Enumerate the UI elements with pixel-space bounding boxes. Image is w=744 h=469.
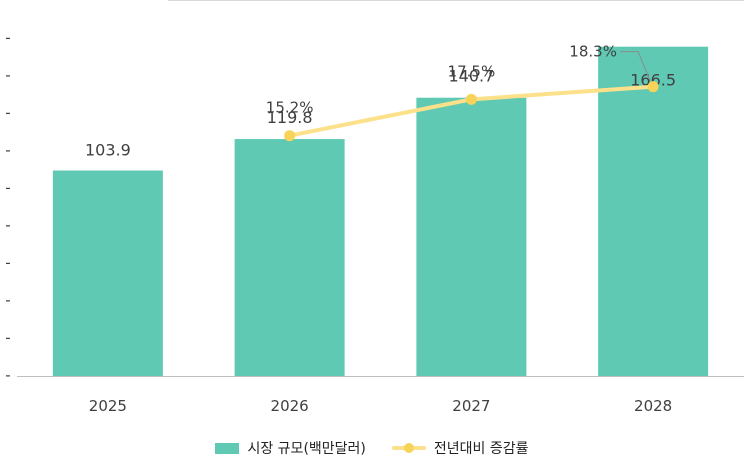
- bar: [416, 97, 527, 376]
- bar-value-label: 119.8: [267, 108, 313, 127]
- y-tick-label: -: [5, 141, 10, 159]
- rate-value-label: 18.3%: [569, 43, 617, 61]
- legend-line-label: 전년대비 증감률: [433, 441, 529, 457]
- y-tick-label: -: [5, 104, 10, 122]
- legend-line-swatch: [391, 442, 426, 454]
- x-axis-tick-labels: 2025 2026 2027 2028: [89, 397, 672, 415]
- legend-bar-swatch: [215, 442, 240, 454]
- legend-item-bar[interactable]: 시장 규모(백만달러): [215, 438, 366, 458]
- rate-value-label: 15.2%: [266, 99, 314, 117]
- y-axis-ticks: - - - - - - - - - -: [5, 29, 10, 384]
- y-tick-label: -: [5, 179, 10, 197]
- bar-value-label: 166.5: [630, 71, 676, 90]
- y-tick-label: -: [5, 366, 10, 384]
- bar-series: [52, 46, 709, 376]
- x-tick-label: 2028: [634, 397, 672, 415]
- bar: [598, 46, 709, 376]
- x-tick-label: 2025: [89, 397, 127, 415]
- bar-value-label: 103.9: [85, 141, 131, 160]
- y-tick-label: -: [5, 329, 10, 347]
- y-tick-label: -: [5, 291, 10, 309]
- line-marker: [284, 130, 296, 142]
- legend: 시장 규모(백만달러) 전년대비 증감률: [0, 437, 744, 459]
- legend-bar-label: 시장 규모(백만달러): [247, 441, 366, 457]
- y-tick-label: -: [5, 216, 10, 234]
- bar-value-label: 140.7: [448, 67, 494, 86]
- line-marker: [465, 93, 477, 105]
- x-tick-label: 2027: [452, 397, 490, 415]
- y-tick-label: -: [5, 29, 10, 47]
- bar-data-labels: 103.9 119.8 140.7 166.5: [85, 67, 676, 160]
- rate-value-label: 17.5%: [448, 62, 496, 80]
- y-tick-label: -: [5, 254, 10, 272]
- x-tick-label: 2026: [271, 397, 309, 415]
- bar: [52, 170, 163, 376]
- legend-item-line[interactable]: 전년대비 증감률: [391, 438, 529, 458]
- bar: [234, 139, 345, 376]
- line-marker: [647, 81, 659, 93]
- leader-line: [620, 51, 651, 81]
- y-tick-label: -: [5, 66, 10, 84]
- growth-rate-markers: [284, 81, 659, 142]
- growth-rate-labels: 15.2% 17.5% 18.3%: [266, 43, 617, 117]
